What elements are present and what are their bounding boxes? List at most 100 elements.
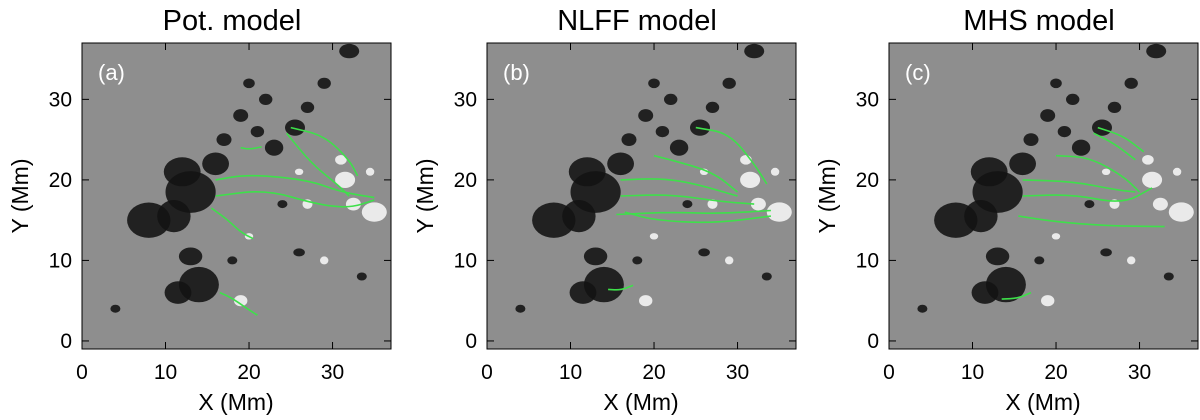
negative-polarity-region: [985, 247, 1010, 266]
panel-label: (a): [98, 60, 125, 85]
positive-polarity-region: [770, 167, 780, 176]
x-tick-label: 30: [1128, 361, 1151, 384]
field-line: [285, 132, 350, 197]
negative-polarity-region: [233, 109, 249, 122]
negative-polarity-region: [178, 247, 203, 266]
negative-polarity-region: [227, 256, 238, 265]
negative-polarity-region: [669, 139, 689, 156]
x-tick-label: 20: [237, 361, 260, 384]
negative-polarity-region: [682, 200, 693, 209]
panel-title: NLFF model: [557, 5, 717, 37]
x-axis-label: X (Mm): [603, 389, 678, 415]
x-tick-label: 20: [1044, 361, 1067, 384]
negative-polarity-region: [698, 248, 710, 257]
y-tick-label: 0: [867, 330, 879, 353]
axes: 0 10 20 30 0 10 20 30: [49, 43, 391, 384]
panel-c: MHS model (c) 0 10 20 30 0 10 20 30 X (Mm) Y (M…: [814, 5, 1199, 415]
positive-polarity-region: [361, 202, 387, 222]
x-tick-label: 0: [883, 361, 895, 384]
y-axis-label: Y (Mm): [7, 159, 33, 234]
negative-polarity-region: [648, 78, 660, 89]
negative-polarity-region: [1146, 43, 1167, 59]
positive-polarity-region: [1142, 171, 1163, 188]
positive-polarity-region: [750, 197, 766, 211]
negative-polarity-region: [744, 43, 765, 59]
panel-label: (b): [503, 60, 530, 85]
field-line: [240, 146, 262, 150]
negative-polarity-region: [569, 281, 597, 304]
negative-polarity-region: [293, 248, 305, 257]
negative-polarity-region: [1124, 77, 1138, 89]
x-tick-label: 10: [559, 361, 582, 384]
axes: 0 10 20 30 0 10 20 30: [454, 43, 796, 384]
negative-polarity-region: [1023, 133, 1039, 147]
negative-polarity-region: [300, 101, 315, 113]
positive-polarity-region: [766, 202, 792, 222]
positive-polarity-region: [320, 256, 329, 265]
negative-polarity-region: [655, 126, 670, 138]
field-line: [210, 207, 254, 240]
field-lines: [608, 126, 772, 291]
y-tick-label: 10: [454, 249, 477, 272]
negative-polarity-region: [216, 133, 232, 147]
y-tick-label: 20: [49, 169, 72, 192]
y-tick-label: 0: [465, 330, 477, 353]
field-lines: [210, 126, 375, 316]
x-axis-label: X (Mm): [198, 389, 273, 415]
positive-polarity-region: [1152, 197, 1168, 211]
positive-polarity-region: [1142, 155, 1154, 165]
negative-polarity-region: [705, 101, 720, 113]
negative-polarity-region: [1040, 109, 1056, 122]
negative-polarity-region: [339, 43, 360, 59]
field-line: [608, 284, 634, 291]
positive-polarity-region: [1127, 256, 1136, 265]
field-line: [620, 194, 755, 205]
axes: 0 10 20 30 0 10 20 30: [856, 43, 1198, 384]
negative-polarity-region: [971, 281, 999, 304]
y-tick-label: 30: [454, 88, 477, 111]
y-tick-label: 0: [60, 330, 72, 353]
y-tick-label: 10: [49, 249, 72, 272]
field-line: [1093, 132, 1136, 161]
field-line: [1022, 187, 1153, 202]
x-tick-label: 10: [961, 361, 984, 384]
positive-polarity-region: [345, 197, 361, 211]
negative-polarity-region: [250, 126, 265, 138]
negative-polarity-region: [202, 152, 230, 176]
negative-polarity-region: [163, 157, 201, 187]
negative-polarity-region: [515, 304, 526, 313]
positive-polarity-region: [1168, 202, 1194, 222]
panel-a: Pot. model (a) 0 10 20 30 0 10 20 30 X (Mm) Y (…: [7, 5, 392, 415]
field-line: [1055, 154, 1141, 193]
negative-polarity-region: [722, 77, 736, 89]
negative-polarity-region: [1163, 272, 1174, 281]
negative-polarity-region: [317, 77, 331, 89]
field-line: [290, 126, 359, 177]
y-tick-label: 20: [856, 169, 879, 192]
negative-polarity-region: [1034, 256, 1045, 265]
negative-polarity-region: [1057, 126, 1072, 138]
positive-polarity-region: [725, 256, 734, 265]
positive-polarity-region: [335, 171, 356, 188]
negative-polarity-region: [1092, 119, 1112, 136]
panel-label: (c): [905, 60, 931, 85]
field-line: [616, 209, 771, 216]
negative-polarity-region: [356, 272, 367, 281]
positive-polarity-region: [1051, 233, 1061, 240]
x-tick-label: 0: [76, 361, 88, 384]
positive-polarity-region: [639, 295, 653, 307]
positive-polarity-region: [707, 199, 718, 209]
positive-polarity-region: [1101, 168, 1111, 175]
positive-polarity-region: [365, 167, 375, 176]
negative-polarity-region: [1066, 93, 1080, 105]
positive-polarity-region: [649, 233, 659, 240]
panel-title: MHS model: [963, 5, 1115, 37]
negative-polarity-region: [664, 93, 678, 105]
x-tick-label: 10: [154, 361, 177, 384]
field-line: [219, 291, 258, 316]
field-line: [653, 154, 739, 193]
y-axis-label: Y (Mm): [814, 159, 840, 234]
y-tick-label: 30: [49, 88, 72, 111]
x-tick-label: 30: [321, 361, 344, 384]
negative-polarity-region: [1107, 101, 1122, 113]
